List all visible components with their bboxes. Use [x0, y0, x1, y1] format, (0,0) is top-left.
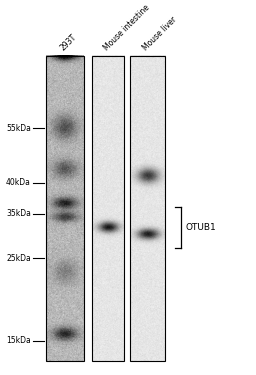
- Bar: [130, 56, 165, 361]
- Text: Mouse intestine: Mouse intestine: [102, 3, 151, 52]
- Text: 40kDa: 40kDa: [6, 178, 31, 188]
- Text: 15kDa: 15kDa: [6, 336, 31, 345]
- Bar: [92, 56, 124, 361]
- Text: 293T: 293T: [59, 33, 79, 53]
- Text: Mouse liver: Mouse liver: [141, 15, 178, 52]
- Text: 35kDa: 35kDa: [6, 209, 31, 218]
- Text: 55kDa: 55kDa: [6, 124, 31, 133]
- Bar: [46, 56, 84, 361]
- Text: 25kDa: 25kDa: [6, 254, 31, 263]
- Text: OTUB1: OTUB1: [185, 223, 216, 232]
